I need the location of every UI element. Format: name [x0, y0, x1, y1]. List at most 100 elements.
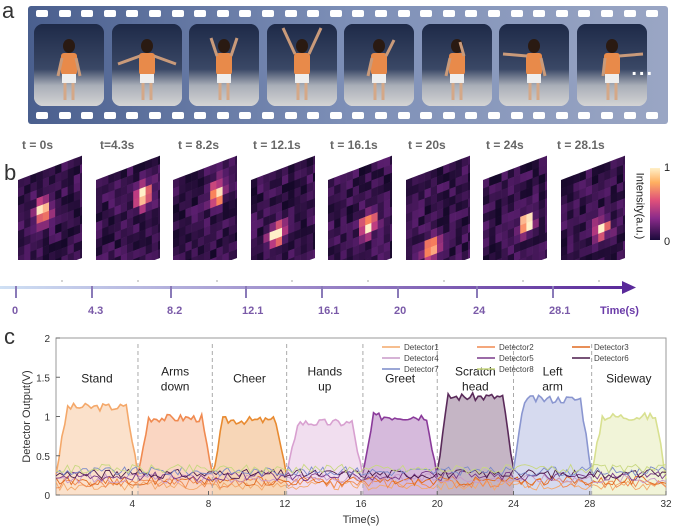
segment-line: [137, 411, 214, 475]
film-hole: [262, 10, 274, 17]
heatmap-frame: [328, 153, 392, 260]
film-hole: [36, 10, 48, 17]
film-hole: [103, 112, 116, 119]
detector-line: [55, 475, 667, 487]
film-hole: [58, 10, 71, 17]
film-hole: [284, 112, 297, 119]
x-axis-label: Time(s): [343, 514, 380, 526]
y-axis-label: Detector Output(V): [21, 370, 33, 462]
film-strip: ...: [28, 6, 668, 124]
heatmap-frame: [95, 153, 160, 260]
segment-line: [55, 401, 139, 477]
timeline-tick-label: 0: [12, 305, 19, 317]
y-tick-label: 0.5: [36, 452, 50, 463]
film-hole: [601, 112, 613, 119]
film-holes-bottom: [28, 112, 668, 122]
time-label: t = 12.1s: [253, 138, 301, 152]
film-hole: [239, 112, 252, 119]
film-hole: [488, 10, 500, 17]
film-hole: [646, 112, 659, 119]
film-hole: [646, 10, 659, 17]
legend-label: Detector4: [404, 354, 439, 363]
heatmap-sequence: [0, 150, 685, 290]
x-tick-label: 32: [660, 499, 672, 510]
film-holes-top: [28, 10, 668, 20]
y-tick-label: 1.5: [36, 373, 50, 384]
segment-label: Cheer: [233, 372, 266, 386]
segment-label: Arms: [161, 365, 189, 379]
film-hole: [555, 112, 568, 119]
film-hole: [465, 10, 478, 17]
y-tick-label: 1: [44, 413, 50, 424]
segment-area: [212, 416, 287, 495]
detector-line: [55, 465, 667, 477]
film-hole: [533, 10, 546, 17]
film-hole: [578, 112, 591, 119]
time-label: t = 8.2s: [178, 138, 220, 152]
colorbar-title: Intensity(a.u.): [633, 172, 646, 240]
x-tick-label: 20: [432, 499, 444, 510]
photo-frame-greet: [344, 24, 414, 106]
timeline-tick-label: 24: [473, 305, 486, 317]
film-hole: [442, 10, 455, 17]
film-hole: [81, 112, 94, 119]
film-hole: [375, 10, 387, 17]
time-label: t = 28.1s: [557, 138, 605, 152]
film-hole: [262, 112, 274, 119]
colorbar-min: 0: [664, 236, 671, 248]
legend-label: Detector2: [499, 343, 534, 352]
film-hole: [171, 112, 184, 119]
film-hole: [465, 112, 478, 119]
segment-label: up: [318, 380, 332, 394]
film-hole: [397, 10, 410, 17]
heatmap-frame: [250, 153, 315, 260]
x-tick-label: 16: [355, 499, 367, 510]
colorbar-max: 1: [664, 162, 671, 174]
segment-label: Hands: [307, 365, 342, 379]
film-hole: [239, 10, 252, 17]
timeline-axis: [0, 280, 636, 298]
time-label: t = 0s: [22, 138, 54, 152]
film-hole: [420, 10, 433, 17]
segment-label: head: [462, 380, 489, 394]
heatmap-frame: [173, 153, 237, 260]
segment-label: arm: [542, 380, 563, 394]
film-hole: [375, 112, 387, 119]
film-hole: [194, 112, 207, 119]
heatmap-frame: [560, 153, 625, 260]
film-hole: [103, 10, 116, 17]
film-hole: [352, 112, 365, 119]
film-hole: [149, 112, 161, 119]
photo-frame-cheer: [189, 24, 259, 106]
segment-line: [285, 418, 364, 476]
film-hole: [307, 10, 320, 17]
film-hole: [488, 112, 500, 119]
x-tick-label: 12: [279, 499, 291, 510]
segment-area: [437, 392, 514, 495]
film-hole: [216, 112, 229, 119]
film-hole: [284, 10, 297, 17]
legend-label: Detector7: [404, 365, 439, 374]
legend-label: Detector5: [499, 354, 534, 363]
time-label: t = 16.1s: [330, 138, 378, 152]
timeline-arrow: [622, 281, 636, 294]
timeline-tick-label: 28.1: [549, 305, 571, 317]
x-tick-label: 28: [584, 499, 596, 510]
segment-label: Scratch: [455, 365, 496, 379]
film-hole: [533, 112, 546, 119]
segment-line: [512, 394, 593, 475]
film-hole: [329, 112, 342, 119]
legend-label: Detector8: [499, 365, 534, 374]
panel-a-letter: a: [2, 0, 15, 23]
segment-label: Greet: [385, 372, 416, 386]
film-hole: [216, 10, 229, 17]
film-hole: [510, 10, 523, 17]
segment-line: [211, 415, 288, 477]
timeline-tick-label: 4.3: [88, 305, 104, 317]
film-hole: [194, 10, 207, 17]
photo-frame-arms-down: [111, 24, 182, 106]
legend-label: Detector3: [594, 343, 629, 352]
timeline-bar: [0, 286, 625, 289]
legend-label: Detector6: [594, 354, 629, 363]
heatmap-frame: [483, 153, 547, 260]
